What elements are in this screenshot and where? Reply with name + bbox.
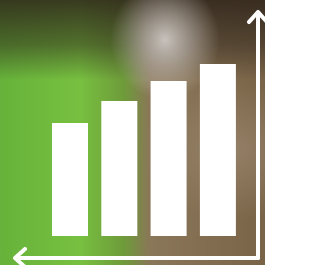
bar (200, 64, 236, 236)
bar (52, 123, 88, 236)
bar (151, 81, 187, 236)
bar (101, 101, 137, 236)
chart (0, 0, 265, 265)
